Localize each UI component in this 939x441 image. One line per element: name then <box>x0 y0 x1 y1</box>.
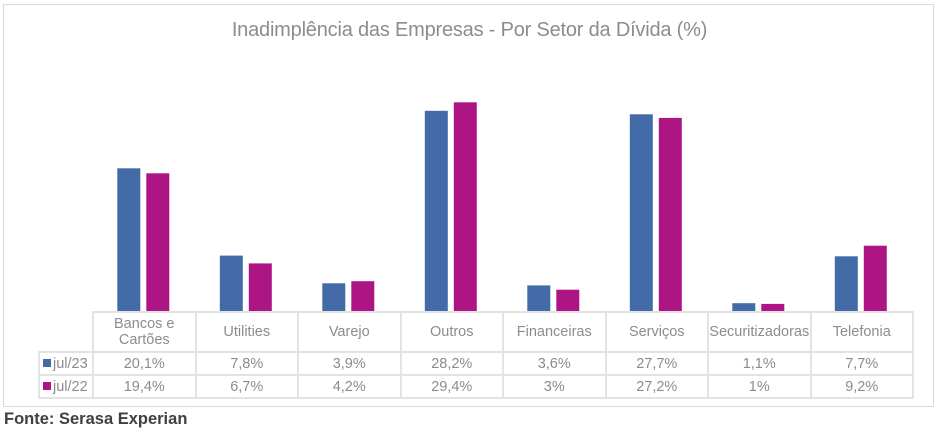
legend-swatch-jul23 <box>43 358 51 367</box>
series-row-jul22: jul/22 19,4% 6,7% 4,2% 29,4% 3% 27,2% 1%… <box>38 374 914 399</box>
bar-jul23-6 <box>732 303 756 311</box>
bar-jul23-4 <box>527 285 551 311</box>
legend-swatch-jul22 <box>43 381 51 390</box>
data-label: 1% <box>707 374 812 399</box>
category-label: Utilities <box>194 311 299 353</box>
source-note: Fonte: Serasa Experian <box>4 410 188 428</box>
category-label: Outros <box>399 311 504 353</box>
data-label: 6,7% <box>194 374 299 399</box>
data-label: 3,9% <box>297 351 402 376</box>
bar-jul22-6 <box>761 303 785 311</box>
data-label: 3% <box>502 374 607 399</box>
data-label: 29,4% <box>399 374 504 399</box>
data-label: 20,1% <box>92 351 197 376</box>
bar-jul23-2 <box>322 283 346 311</box>
data-label: 3,6% <box>502 351 607 376</box>
bar-jul22-4 <box>556 289 580 311</box>
category-label: Financeiras <box>502 311 607 353</box>
category-header-row: Bancos e Cartões Utilities Varejo Outros… <box>39 311 914 353</box>
data-label: 27,2% <box>604 374 709 399</box>
legend-label: jul/22 <box>53 378 88 395</box>
bar-jul22-3 <box>453 102 477 311</box>
data-label: 7,8% <box>194 351 299 376</box>
bar-jul23-1 <box>219 255 243 311</box>
data-label: 9,2% <box>809 374 914 399</box>
category-label: Serviços <box>604 311 709 353</box>
bar-jul23-0 <box>117 168 141 311</box>
bar-jul22-2 <box>351 281 375 311</box>
chart-title: Inadimplência das Empresas - Por Setor d… <box>231 19 708 41</box>
data-label: 28,2% <box>399 351 504 376</box>
bar-jul23-3 <box>424 110 448 311</box>
bar-jul22-0 <box>146 173 170 311</box>
bar-jul22-5 <box>658 117 682 312</box>
category-label: Securitizadoras <box>707 311 812 353</box>
data-label: 27,7% <box>604 351 709 376</box>
bar-jul22-7 <box>863 245 887 311</box>
legend-entry-jul23: jul/23 <box>38 351 94 376</box>
data-label: 1,1% <box>707 351 812 376</box>
category-label: Bancos e Cartões <box>92 311 197 353</box>
category-label: Telefonia <box>809 311 914 353</box>
bar-jul23-7 <box>834 256 858 311</box>
bar-jul23-5 <box>629 114 653 311</box>
data-label: 7,7% <box>809 351 914 376</box>
bar-jul22-1 <box>248 263 272 311</box>
legend-label: jul/23 <box>53 355 88 372</box>
data-table: Bancos e Cartões Utilities Varejo Outros… <box>38 311 914 399</box>
table-corner <box>39 312 94 353</box>
category-label: Varejo <box>297 311 402 353</box>
data-label: 4,2% <box>297 374 402 399</box>
series-row-jul23: jul/23 20,1% 7,8% 3,9% 28,2% 3,6% 27,7% … <box>38 351 914 376</box>
data-label: 19,4% <box>92 374 197 399</box>
legend-entry-jul22: jul/22 <box>38 374 94 399</box>
